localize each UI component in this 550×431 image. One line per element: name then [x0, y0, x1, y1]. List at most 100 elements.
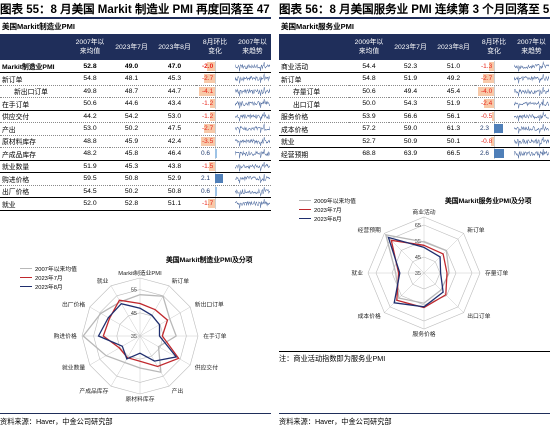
change-axis [215, 60, 216, 72]
trend-cell [234, 135, 271, 148]
table-row: 经营预期 68.8 63.9 66.5 2.6 [279, 147, 550, 161]
row-label: 就业 [0, 197, 70, 211]
change-value: -0.5 [481, 112, 493, 120]
change-axis [494, 135, 495, 147]
column-header: 2023年7月 [110, 34, 153, 60]
radar-axis-label: 就业数量 [62, 364, 85, 372]
row-label: 原材料库存 [0, 135, 70, 148]
trend-cell [513, 110, 550, 123]
legend-item: 2007年以来均值 [20, 264, 77, 273]
radar-series-line [97, 302, 178, 362]
radar-tick-label: 45 [415, 255, 421, 261]
row-label: 购进价格 [0, 172, 70, 186]
change-cell: -0.5 [475, 110, 513, 123]
radar-series-line [390, 239, 448, 309]
radar-axis-label: 新订单 [172, 277, 190, 285]
table-row: 购进价格 59.5 50.8 52.9 2.1 [0, 172, 271, 186]
table-row: 出厂价格 54.5 50.2 50.8 0.6 [0, 185, 271, 198]
value-cell-avg: 53.9 [349, 110, 389, 123]
radar-axis-label: 服务价格 [412, 330, 435, 338]
change-bar [490, 136, 494, 146]
change-cell: -4.1 [196, 85, 234, 98]
value-cell-jul: 52.8 [110, 197, 153, 211]
column-header: 2023年7月 [389, 34, 432, 60]
trend-line [235, 73, 270, 84]
trend-cell [513, 97, 550, 111]
row-label: 新出口订单 [0, 85, 70, 98]
trend-line [235, 61, 270, 72]
change-cell: 2.1 [196, 172, 234, 186]
value-cell-avg: 54.4 [349, 60, 389, 73]
change-cell: -1.2 [196, 110, 234, 123]
value-cell-aug: 66.5 [432, 147, 475, 161]
change-value: -1.3 [481, 62, 493, 70]
row-label: 就业 [279, 135, 349, 148]
value-cell-avg: 50.6 [349, 85, 389, 98]
radar-spoke [110, 285, 141, 337]
source-note: 资料来源：Haver，中金公司研究部 [279, 417, 392, 426]
value-cell-jul: 63.9 [389, 147, 432, 161]
change-value: 0.6 [201, 150, 211, 158]
trend-line [514, 60, 549, 72]
radar-spoke [110, 335, 141, 387]
radar-axis-label: 在手订单 [203, 332, 226, 340]
change-axis [215, 85, 216, 97]
radar-tick-label: 35 [131, 334, 137, 340]
trend-line [514, 99, 549, 110]
value-cell-avg: 48.8 [70, 135, 110, 148]
table-row: 就业 52.0 52.8 51.1 -1.7 [0, 197, 271, 211]
radar-spoke [423, 233, 464, 274]
value-cell-aug: 51.0 [432, 60, 475, 73]
column-header [279, 34, 349, 60]
trend-sparkline [235, 199, 270, 209]
radar-title: 美国Markit服务业PMI及分项 [445, 198, 532, 205]
change-bar [207, 61, 215, 71]
radar-series-line [82, 294, 177, 374]
table-row: 新出口订单 49.8 48.7 44.7 -4.1 [0, 85, 271, 98]
legend-label: 2023年8月 [35, 285, 63, 291]
table-header-row: 2009年以 来均值 2023年7月 2023年8月 8月环比 变化 2007年以 来趋… [279, 34, 550, 60]
change-value: 2.3 [480, 125, 490, 133]
change-cell: -1.7 [196, 197, 234, 211]
change-bar [209, 161, 215, 171]
trend-sparkline [235, 99, 270, 109]
change-bar [201, 136, 215, 146]
value-cell-aug: 44.7 [153, 85, 196, 98]
value-cell-avg: 51.9 [70, 160, 110, 173]
change-axis [215, 135, 216, 147]
radar-axis-label: 出厂价格 [62, 300, 85, 308]
row-label: 在手订单 [0, 97, 70, 111]
trend-sparkline [235, 61, 270, 72]
radar-axis-label: 商业活动 [412, 208, 435, 216]
radar-axis-label: 供应交付 [195, 364, 218, 372]
services-pmi-panel: 图表 56：8 月美国服务业 PMI 连续第 3 个月回落至 51 美国Mark… [279, 0, 550, 431]
trend-sparkline [514, 99, 549, 110]
manufacturing-radar-chart: 35 45 55 Markit制造业PMI 新订单新出口订单在手订单供应交付产出原材料库… [54, 269, 227, 403]
row-label: 成本价格 [279, 122, 349, 136]
table-row: 成本价格 57.2 59.0 61.3 2.3 [279, 122, 550, 136]
trend-cell [513, 135, 550, 148]
value-cell-avg: 52.7 [349, 135, 389, 148]
value-cell-aug: 50.1 [432, 135, 475, 148]
table-caption: 美国Markit制造业PMI [2, 22, 75, 31]
change-axis [215, 160, 216, 172]
value-cell-aug: 47.5 [153, 122, 196, 136]
radar-axis-label: 购进价格 [54, 332, 77, 340]
trend-line [235, 161, 270, 172]
legend-swatch [20, 277, 32, 278]
radar-axis-label: 就业 [97, 277, 109, 285]
radar-spoke [89, 335, 141, 366]
change-value: -2.7 [481, 75, 493, 83]
value-cell-jul: 50.8 [110, 172, 153, 186]
trend-sparkline [514, 110, 549, 122]
value-cell-jul: 45.3 [110, 160, 153, 173]
change-value: -3.5 [202, 137, 214, 145]
change-axis [215, 123, 216, 135]
value-cell-avg: 52.8 [70, 60, 110, 73]
change-bar [488, 61, 494, 71]
table-row: 原材料库存 48.8 45.9 42.4 -3.5 [0, 135, 271, 148]
radar-tick-label: 55 [415, 239, 421, 245]
table-row: 在手订单 50.6 44.6 43.4 -1.2 [0, 97, 271, 111]
legend-swatch [20, 286, 32, 287]
radar-axis-label: 新出口订单 [195, 300, 224, 308]
